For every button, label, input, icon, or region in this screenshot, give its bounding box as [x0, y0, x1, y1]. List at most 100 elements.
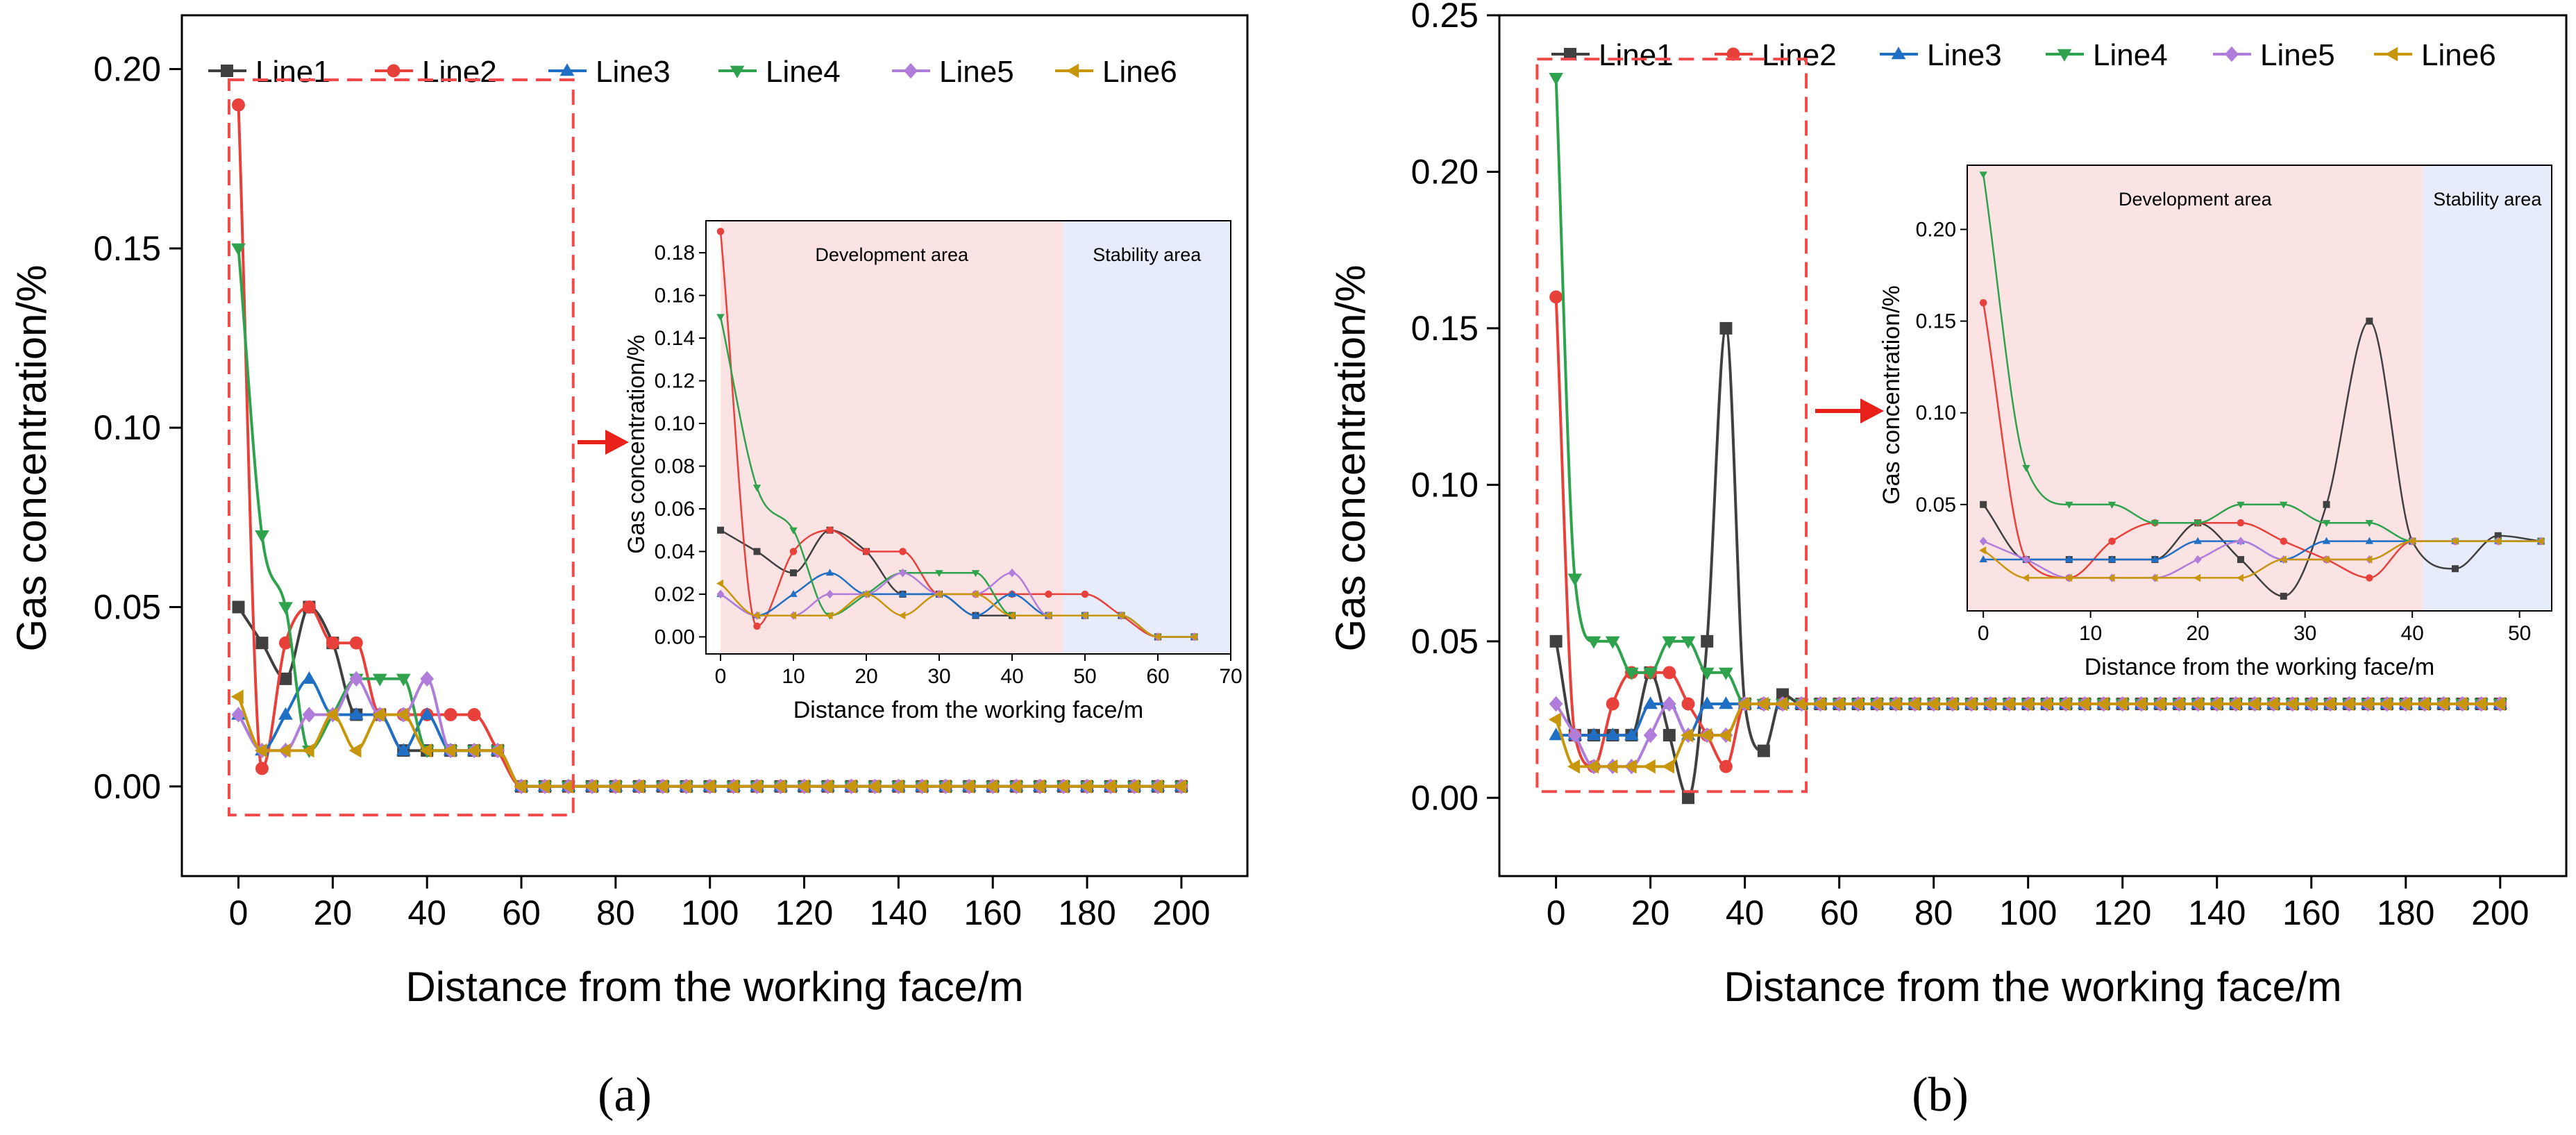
data-point-line5 — [1567, 727, 1582, 743]
data-point-line2 — [232, 98, 245, 112]
y-tick-label: 0.15 — [94, 229, 161, 268]
data-point-line2 — [1681, 697, 1695, 711]
data-point-line2 — [302, 600, 316, 614]
x-tick-label: 40 — [407, 893, 446, 932]
inset-data-point-line4 — [2322, 520, 2331, 528]
inset-data-point-line6 — [1008, 611, 1015, 620]
data-point-line6 — [820, 779, 833, 794]
inset-data-point-line6 — [862, 590, 869, 598]
data-point-line2 — [278, 636, 292, 650]
y-tick-label: 0.25 — [1411, 0, 1479, 35]
data-point-line3 — [1586, 728, 1601, 741]
inset-data-point-line5 — [899, 568, 907, 578]
inset-data-point-line6 — [971, 590, 979, 598]
x-tick-label: 140 — [870, 893, 927, 932]
zoom-arrow-head — [1860, 398, 1884, 423]
legend-marker-line5 — [904, 62, 918, 79]
data-point-line5 — [1662, 696, 1676, 712]
data-point-line3 — [396, 743, 411, 756]
inset-data-point-line3 — [898, 589, 907, 597]
inset-data-point-line6 — [752, 611, 760, 620]
inset-data-point-line3 — [2065, 555, 2073, 563]
x-tick-label: 80 — [596, 893, 635, 932]
inset-data-point-line3 — [2150, 555, 2160, 563]
data-point-line3 — [1699, 696, 1715, 709]
data-point-line6 — [1662, 759, 1675, 774]
inset-data-point-line6 — [825, 611, 833, 620]
inset-x-tick-label: 50 — [2508, 622, 2531, 645]
inset-data-point-line4 — [2065, 501, 2073, 509]
data-point-line6 — [2492, 696, 2505, 712]
zoom-arrow-head — [605, 430, 629, 455]
inset-data-point-line3 — [2365, 537, 2374, 544]
inset-y-tick-label: 0.02 — [655, 583, 695, 606]
data-point-line3 — [1719, 696, 1733, 709]
inset-data-point-line5 — [826, 589, 834, 599]
data-point-line2 — [444, 708, 457, 721]
inset-data-point-line3 — [789, 589, 798, 597]
data-point-line6 — [2058, 696, 2071, 712]
inset-y-tick-label: 0.10 — [655, 412, 695, 435]
data-point-line6 — [2171, 696, 2184, 712]
y-tick-label: 0.10 — [94, 408, 161, 447]
data-point-line6 — [348, 743, 362, 758]
inset-data-point-line3 — [825, 569, 834, 576]
y-tick-label: 0.05 — [1411, 622, 1479, 661]
data-point-line6 — [1964, 696, 1977, 712]
inset-data-point-line1 — [790, 569, 797, 577]
data-point-line6 — [938, 779, 951, 794]
x-tick-label: 140 — [2188, 893, 2246, 932]
data-point-line6 — [1926, 696, 1939, 712]
series-group — [230, 98, 1189, 795]
data-point-line4 — [372, 673, 387, 687]
inset-data-point-line1 — [1980, 501, 1987, 508]
inset-data-point-line4 — [2022, 464, 2030, 472]
inset-data-point-line4 — [789, 527, 798, 535]
inset-data-point-line6 — [1081, 611, 1088, 620]
y-tick-label: 0.10 — [1411, 465, 1479, 504]
inset-data-point-line2 — [899, 548, 907, 555]
inset-data-point-line1 — [753, 548, 761, 555]
data-point-line4 — [1624, 667, 1639, 680]
legend-marker-line1 — [1564, 48, 1576, 60]
data-point-line6 — [1624, 759, 1637, 774]
inset-x-tick-label: 20 — [2186, 622, 2209, 645]
data-point-line6 — [2096, 696, 2109, 712]
inset-data-point-line1 — [2237, 556, 2244, 564]
data-point-line6 — [514, 779, 527, 794]
inset-data-point-line6 — [2493, 537, 2501, 546]
inset-data-point-line2 — [753, 622, 761, 630]
legend-label-line5: Line5 — [939, 55, 1014, 89]
legend-marker-line6 — [1066, 63, 1079, 78]
inset-y-tick-label: 0.20 — [1916, 218, 1956, 241]
inset-data-point-line6 — [2194, 573, 2201, 582]
data-point-line6 — [702, 779, 715, 794]
inset-data-point-line4 — [2365, 520, 2374, 528]
inset-data-point-line6 — [2021, 573, 2029, 582]
data-point-line4 — [1662, 636, 1677, 649]
data-point-line4 — [1586, 636, 1601, 649]
y-tick-label: 0.20 — [1411, 152, 1479, 191]
x-axis-label: Distance from the working face/m — [405, 964, 1023, 1010]
inset-data-point-line2 — [862, 548, 870, 555]
inset-chart: Development area Stability area 0 10 20 30 40 5… — [623, 220, 1243, 723]
data-point-line3 — [1605, 728, 1620, 741]
inset-data-point-line3 — [1008, 589, 1016, 597]
inset-data-point-line2 — [789, 548, 798, 555]
inset-data-point-line6 — [2064, 573, 2072, 582]
legend-label-line3: Line3 — [596, 55, 671, 89]
inset-data-point-line1 — [2280, 592, 2287, 600]
data-point-line6 — [773, 779, 786, 794]
data-point-line6 — [419, 743, 432, 758]
data-point-line1 — [1549, 634, 1563, 648]
inset-data-point-line2 — [716, 228, 725, 235]
y-tick-label: 0.00 — [1411, 778, 1479, 817]
inset-x-tick-label: 50 — [1073, 665, 1096, 688]
x-tick-label: 160 — [2282, 893, 2340, 932]
inset-data-point-line3 — [2194, 537, 2202, 544]
data-point-line5 — [420, 671, 435, 687]
inset-x-tick-label: 40 — [2400, 622, 2423, 645]
inset-region-label: Stability area — [2433, 189, 2542, 210]
inset-region-stability — [2423, 165, 2552, 611]
